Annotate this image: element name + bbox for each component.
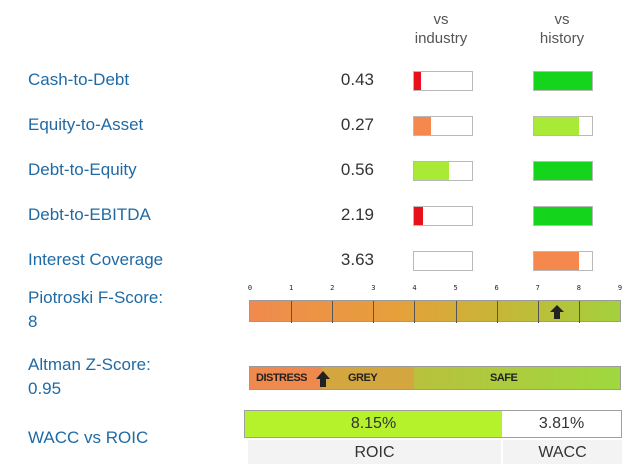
metric-value: 3.63: [340, 250, 374, 269]
piotroski-tick: [496, 301, 498, 323]
vs-history-fill: [534, 117, 580, 135]
roic-value: 8.15%: [350, 415, 397, 432]
vs-industry-bar: [413, 116, 473, 136]
header-vs-industry-line2: industry: [414, 30, 468, 47]
vs-industry-fill: [414, 72, 421, 90]
metric-label[interactable]: Cash-to-Debt: [28, 70, 130, 89]
piotroski-title: Piotroski F-Score:: [28, 288, 164, 307]
piotroski-tick: [291, 301, 293, 323]
altman-arrow-icon: [316, 371, 330, 387]
vs-history-bar: [533, 116, 593, 136]
vs-industry-bar: [413, 161, 473, 181]
piotroski-tick: [455, 301, 457, 323]
vs-history-fill: [534, 207, 592, 225]
piotroski-scale-number: 0: [247, 284, 253, 292]
piotroski-arrow-icon: [549, 305, 564, 319]
piotroski-scale-bar: [249, 300, 621, 323]
header-vs-history-line1: vs: [554, 11, 570, 28]
header-vs-industry: vs industry: [401, 10, 481, 48]
metric-value: 0.56: [340, 160, 374, 179]
wacc-value: 3.81%: [538, 415, 585, 432]
header-vs-industry-line1: vs: [433, 11, 449, 28]
piotroski-scale-number: 8: [576, 284, 581, 292]
piotroski-tick: [414, 301, 416, 323]
metric-label[interactable]: Interest Coverage: [28, 250, 164, 269]
piotroski-scale-number: 2: [330, 284, 335, 292]
altman-title: Altman Z-Score:: [28, 355, 151, 374]
vs-history-fill: [534, 252, 580, 270]
altman-grey-label: GREY: [348, 372, 378, 384]
vs-history-bar: [533, 206, 593, 226]
piotroski-scale-number: 7: [535, 284, 540, 292]
vs-history-bar: [533, 161, 593, 181]
piotroski-label[interactable]: Piotroski F-Score: 8: [28, 286, 163, 334]
roic-fill: [245, 411, 502, 437]
wacc-label: WACC: [503, 440, 622, 464]
metric-label[interactable]: Equity-to-Asset: [28, 115, 144, 134]
vs-history-fill: [534, 162, 592, 180]
wacc-roic-bar: 8.15% 3.81%: [244, 410, 622, 438]
wacc-vs-roic-label[interactable]: WACC vs ROIC: [28, 428, 149, 447]
metric-label[interactable]: Debt-to-Equity: [28, 160, 137, 179]
vs-industry-fill: [414, 207, 423, 225]
vs-industry-bar: [413, 251, 473, 271]
piotroski-scale-number: 3: [371, 284, 376, 292]
altman-zone-safe: SAFE: [414, 367, 620, 389]
metric-value: 2.19: [340, 205, 374, 224]
metric-value: 0.27: [340, 115, 374, 134]
altman-label[interactable]: Altman Z-Score: 0.95: [28, 353, 151, 401]
metric-label[interactable]: Debt-to-EBITDA: [28, 205, 151, 224]
header-vs-history-line2: history: [539, 30, 585, 47]
vs-industry-bar: [413, 71, 473, 91]
altman-safe-label: SAFE: [490, 372, 518, 384]
altman-distress-label: DISTRESS: [256, 372, 308, 384]
piotroski-scale-number: 1: [289, 284, 294, 292]
piotroski-value: 8: [28, 312, 38, 331]
vs-history-bar: [533, 71, 593, 91]
vs-history-bar: [533, 251, 593, 271]
roic-label: ROIC: [248, 440, 501, 464]
vs-industry-bar: [413, 206, 473, 226]
altman-zone-grey: GREY: [322, 367, 414, 389]
altman-value: 0.95: [28, 379, 62, 398]
header-vs-history: vs history: [522, 10, 602, 48]
piotroski-scale-number: 5: [453, 284, 458, 292]
piotroski-tick: [373, 301, 375, 323]
altman-scale-bar: DISTRESS GREY SAFE: [249, 366, 621, 390]
piotroski-tick: [537, 301, 539, 323]
vs-history-fill: [534, 72, 592, 90]
altman-zone-distress: DISTRESS: [250, 367, 322, 389]
piotroski-tick: [578, 301, 580, 323]
metric-value: 0.43: [340, 70, 374, 89]
piotroski-tick: [332, 301, 334, 323]
vs-industry-fill: [414, 117, 432, 135]
piotroski-scale-number: 9: [617, 284, 623, 292]
vs-industry-fill: [414, 162, 449, 180]
piotroski-scale-number: 4: [412, 284, 417, 292]
piotroski-scale-number: 6: [494, 284, 499, 292]
